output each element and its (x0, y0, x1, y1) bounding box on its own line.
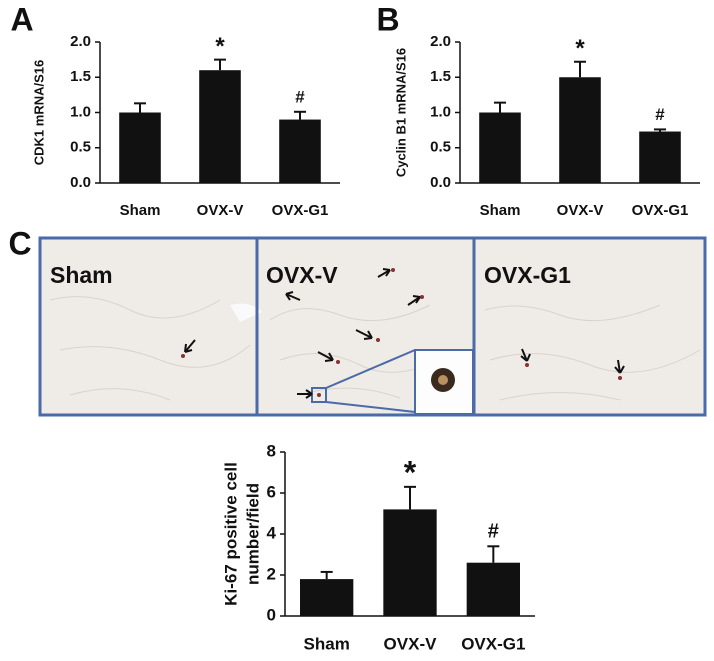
micrograph-bg (40, 238, 705, 415)
bar (559, 77, 601, 183)
x-tick-label: OVX-V (197, 202, 244, 219)
x-tick-label: OVX-G1 (461, 634, 525, 653)
significance-marker: * (404, 454, 417, 490)
bar (383, 509, 437, 616)
bar (466, 562, 520, 616)
panel-label: C (8, 225, 31, 261)
y-tick-label: 1.0 (430, 103, 451, 120)
x-tick-label: Sham (480, 202, 521, 219)
y-tick-label: 2.0 (70, 33, 91, 50)
x-tick-label: Sham (304, 634, 350, 653)
inset-nucleus-core (438, 375, 448, 385)
x-tick-label: OVX-G1 (632, 202, 689, 219)
x-tick-label: OVX-V (384, 634, 438, 653)
x-tick-label: OVX-G1 (272, 202, 329, 219)
significance-marker: # (488, 521, 499, 543)
significance-marker: # (295, 87, 305, 106)
micrograph-strip: Sham OVX-V OVX-G1 (38, 236, 707, 417)
panel-label: A (10, 1, 33, 37)
significance-marker: * (215, 33, 225, 60)
y-tick-label: 8 (267, 441, 276, 460)
y-tick-label: 0.5 (70, 139, 91, 156)
x-tick-label: Sham (120, 202, 161, 219)
y-axis-label: CDK1 mRNA/S16 (31, 60, 46, 165)
micrograph-label: OVX-G1 (484, 262, 571, 288)
y-tick-label: 4 (267, 523, 277, 542)
y-tick-label: 0.0 (70, 174, 91, 191)
y-tick-label: 1.5 (430, 68, 451, 85)
bar (479, 112, 521, 183)
y-tick-label: 1.5 (70, 68, 91, 85)
y-tick-label: 2 (267, 564, 276, 583)
panel-label: B (376, 1, 399, 37)
y-axis-label: Ki-67 positive cell (221, 462, 240, 606)
y-axis-label: Cyclin B1 mRNA/S16 (393, 48, 408, 177)
y-tick-label: 0 (267, 605, 276, 624)
y-axis-label: number/field (243, 483, 262, 585)
micrograph-label: Sham (50, 262, 113, 288)
x-tick-label: OVX-V (557, 202, 604, 219)
bar (279, 119, 321, 183)
y-tick-label: 2.0 (430, 33, 451, 50)
bar (300, 579, 354, 616)
stained-cells (181, 268, 622, 397)
bar (639, 131, 681, 183)
tissue-gap (230, 303, 262, 322)
significance-marker: # (655, 105, 665, 124)
arrows (184, 268, 625, 399)
bar (199, 70, 241, 183)
y-tick-label: 6 (267, 482, 276, 501)
micrograph-label: OVX-V (266, 262, 338, 288)
y-tick-label: 0.0 (430, 174, 451, 191)
significance-marker: * (575, 35, 585, 62)
y-tick-label: 0.5 (430, 139, 451, 156)
y-tick-label: 1.0 (70, 103, 91, 120)
bar (119, 112, 161, 183)
